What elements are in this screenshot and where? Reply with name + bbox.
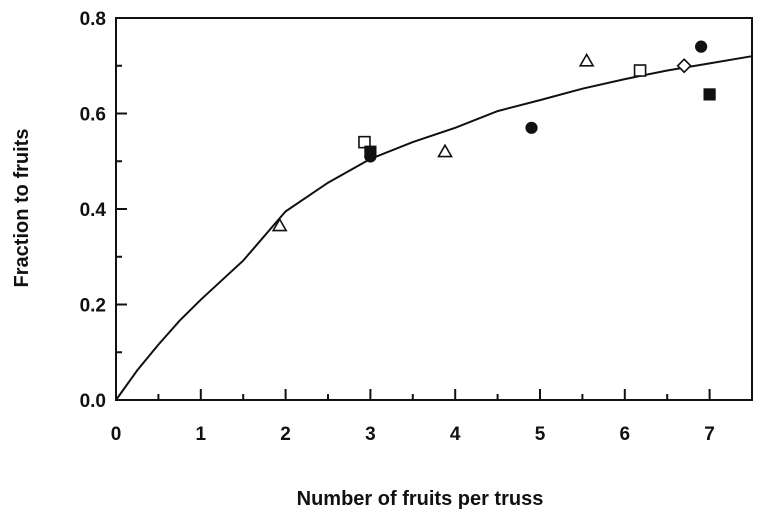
x-axis-title: Number of fruits per truss [297, 488, 544, 510]
x-tick-label: 6 [620, 424, 631, 445]
data-point-filled-circle [695, 40, 708, 53]
plot-frame [115, 17, 753, 401]
y-tick-label: 0.4 [80, 200, 107, 221]
data-point-filled-square [364, 145, 377, 158]
fit-curve [115, 55, 753, 401]
y-tick-label: 0.6 [80, 105, 106, 126]
data-point-open-diamond [676, 58, 692, 74]
x-tick-label: 4 [450, 424, 461, 445]
x-tick-label: 2 [280, 424, 291, 445]
x-tick-label: 1 [196, 424, 207, 445]
data-point-open-triangle [271, 217, 288, 232]
data-point-filled-circle [525, 121, 538, 134]
tick-labels: 0 1 2 3 4 5 6 7 0.0 0.2 0.4 0.6 0.8 [80, 9, 715, 445]
data-point-open-triangle [578, 52, 595, 67]
data-point-open-triangle [437, 143, 453, 158]
x-tick-label: 5 [535, 424, 546, 445]
axis-ticks [115, 17, 711, 401]
data-point-filled-square [703, 88, 716, 101]
fit-curve-layer [115, 55, 753, 401]
data-points [271, 40, 716, 232]
plot-frame-rect [115, 17, 753, 401]
y-tick-label: 0.0 [80, 391, 106, 412]
y-tick-label: 0.2 [80, 296, 106, 317]
x-tick-label: 3 [365, 424, 376, 445]
data-point-open-square [633, 64, 647, 77]
x-tick-label: 0 [111, 424, 122, 445]
y-axis-title: Fraction to fruits [11, 129, 33, 288]
x-tick-label: 7 [704, 424, 715, 445]
y-tick-label: 0.8 [80, 9, 106, 30]
